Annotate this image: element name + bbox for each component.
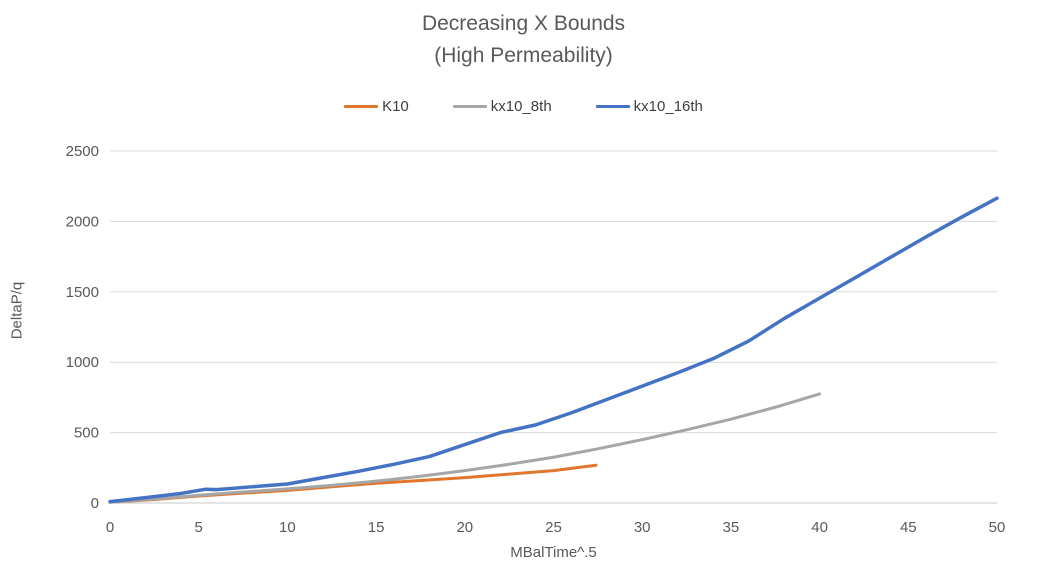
series-line-kx10_16th (108, 196, 999, 504)
y-tick-label: 1000 (66, 354, 99, 371)
x-tick-label: 5 (195, 519, 203, 536)
y-tick-label: 500 (74, 425, 99, 442)
y-tick-label: 2500 (66, 143, 99, 160)
x-tick-label: 40 (811, 519, 828, 536)
legend-swatch-K10 (344, 105, 379, 108)
chart-title: Decreasing X Bounds (High Permeability) (0, 8, 1047, 72)
legend-swatch-kx10_16th (595, 105, 630, 108)
chart-title-line2: (High Permeability) (434, 44, 613, 67)
x-tick-label: 30 (634, 519, 651, 536)
x-tick-label: 20 (456, 519, 473, 536)
x-axis-title: MBalTime^.5 (510, 544, 597, 561)
x-tick-label: 50 (989, 519, 1006, 536)
x-tick-label: 10 (279, 519, 296, 536)
chart-title-line1: Decreasing X Bounds (421, 12, 626, 35)
legend-item-kx10_16th: kx10_16th (595, 98, 703, 115)
x-tick-label: 35 (723, 519, 740, 536)
chart-legend: K10 kx10_8th kx10_16th (0, 98, 1047, 115)
y-tick-label: 0 (91, 495, 99, 512)
legend-label: kx10_16th (633, 98, 703, 115)
legend-item-kx10_8th: kx10_8th (452, 98, 552, 115)
legend-label: kx10_8th (490, 98, 552, 115)
series-line-kx10_8th (108, 392, 822, 504)
y-tick-label: 2000 (66, 213, 99, 230)
legend-item-K10: K10 (344, 98, 409, 115)
legend-swatch-kx10_8th (452, 105, 487, 108)
legend-label: K10 (382, 98, 409, 115)
x-tick-label: 25 (545, 519, 562, 536)
x-tick-label: 45 (900, 519, 917, 536)
y-tick-label: 1500 (66, 284, 99, 301)
x-tick-label: 15 (368, 519, 385, 536)
x-tick-label: 0 (106, 519, 114, 536)
